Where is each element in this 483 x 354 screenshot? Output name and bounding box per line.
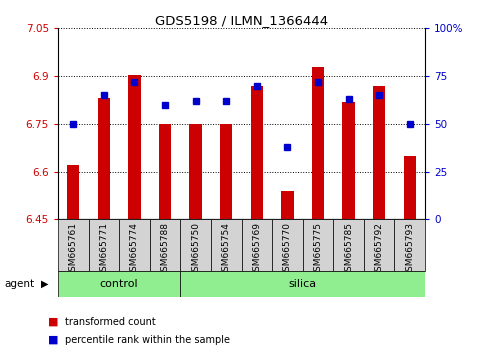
FancyBboxPatch shape xyxy=(119,219,150,271)
Bar xyxy=(189,124,202,219)
FancyBboxPatch shape xyxy=(333,219,364,271)
FancyBboxPatch shape xyxy=(58,271,180,297)
Text: ■: ■ xyxy=(48,317,59,327)
Bar xyxy=(98,98,110,219)
Text: percentile rank within the sample: percentile rank within the sample xyxy=(65,335,230,345)
Bar xyxy=(342,102,355,219)
Text: GSM665793: GSM665793 xyxy=(405,222,414,277)
Bar xyxy=(404,156,416,219)
FancyBboxPatch shape xyxy=(58,219,88,271)
Bar xyxy=(67,165,79,219)
Text: silica: silica xyxy=(289,279,317,289)
Bar xyxy=(373,86,385,219)
Text: ▶: ▶ xyxy=(41,279,49,289)
Bar xyxy=(220,124,232,219)
Text: GSM665785: GSM665785 xyxy=(344,222,353,277)
Text: GSM665792: GSM665792 xyxy=(375,222,384,277)
FancyBboxPatch shape xyxy=(180,219,211,271)
FancyBboxPatch shape xyxy=(395,219,425,271)
FancyBboxPatch shape xyxy=(211,219,242,271)
FancyBboxPatch shape xyxy=(272,219,303,271)
Text: GSM665761: GSM665761 xyxy=(69,222,78,277)
Text: GSM665774: GSM665774 xyxy=(130,222,139,277)
FancyBboxPatch shape xyxy=(303,219,333,271)
Text: ■: ■ xyxy=(48,335,59,345)
Text: GSM665754: GSM665754 xyxy=(222,222,231,277)
Text: control: control xyxy=(100,279,139,289)
Title: GDS5198 / ILMN_1366444: GDS5198 / ILMN_1366444 xyxy=(155,14,328,27)
Text: GSM665750: GSM665750 xyxy=(191,222,200,277)
FancyBboxPatch shape xyxy=(88,219,119,271)
FancyBboxPatch shape xyxy=(180,271,425,297)
Text: transformed count: transformed count xyxy=(65,317,156,327)
Text: GSM665775: GSM665775 xyxy=(313,222,323,277)
FancyBboxPatch shape xyxy=(242,219,272,271)
Bar xyxy=(251,86,263,219)
Text: GSM665788: GSM665788 xyxy=(160,222,170,277)
Bar xyxy=(312,67,324,219)
FancyBboxPatch shape xyxy=(364,219,395,271)
Bar xyxy=(281,191,294,219)
Text: GSM665771: GSM665771 xyxy=(99,222,108,277)
Text: GSM665770: GSM665770 xyxy=(283,222,292,277)
FancyBboxPatch shape xyxy=(150,219,180,271)
Bar xyxy=(128,74,141,219)
Text: agent: agent xyxy=(5,279,35,289)
Text: GSM665769: GSM665769 xyxy=(252,222,261,277)
Bar xyxy=(159,124,171,219)
